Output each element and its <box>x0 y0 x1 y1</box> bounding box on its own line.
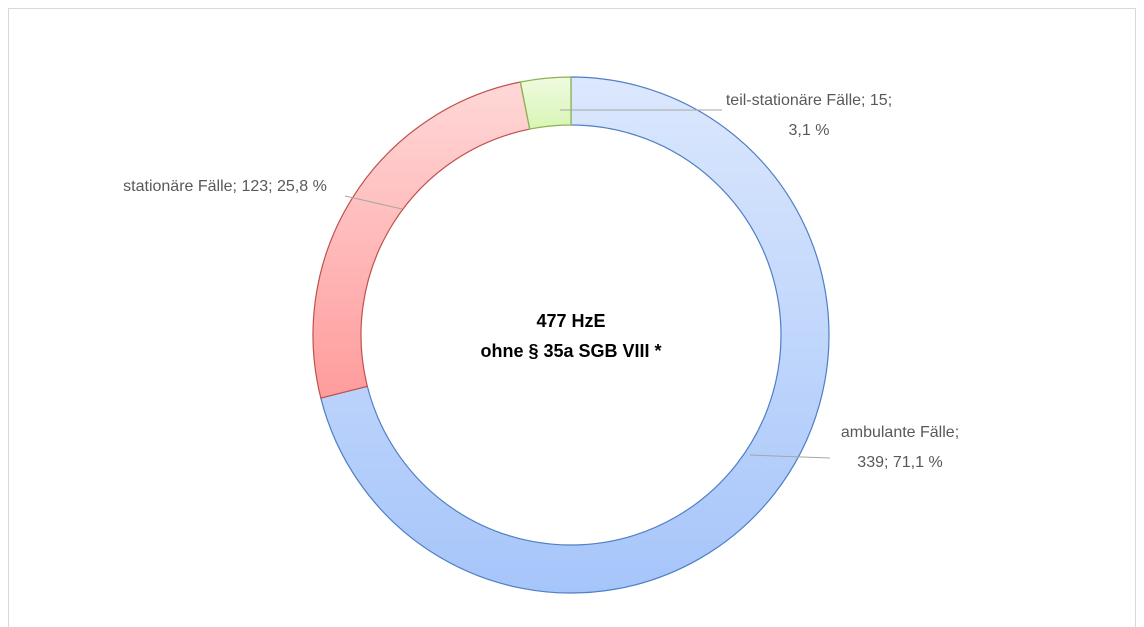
data-label: teil-stationäre Fälle; 15; 3,1 % <box>725 92 893 139</box>
center-label: 477 HzE <box>536 311 605 331</box>
slices <box>312 76 830 594</box>
leader-line <box>749 454 831 459</box>
data-label: ambulante Fälle; 339; 71,1 % <box>840 424 960 471</box>
donut-slice <box>519 76 572 130</box>
leader-line <box>344 195 403 210</box>
chart-border <box>8 8 1136 627</box>
data-label: stationäre Fälle; 123; 25,8 % <box>123 178 327 195</box>
donut-slice <box>320 76 830 594</box>
center-label: ohne § 35a SGB VIII * <box>480 341 661 361</box>
